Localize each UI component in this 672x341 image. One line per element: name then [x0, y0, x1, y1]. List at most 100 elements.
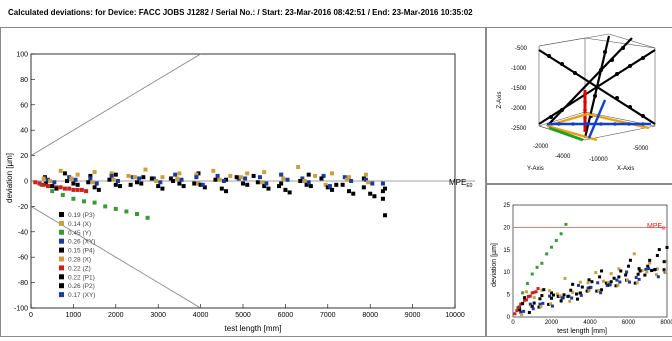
- data-point: [107, 177, 112, 182]
- summary-data-point: [571, 282, 575, 286]
- data-point: [75, 187, 80, 192]
- data-point: [48, 179, 53, 183]
- data-point: [137, 176, 142, 181]
- data-point: [141, 175, 146, 180]
- data-point: [234, 175, 239, 180]
- summary-data-point: [517, 305, 521, 309]
- data-point: [351, 191, 356, 196]
- data-point: [264, 181, 269, 186]
- 3d-x-axis-label: X-Axis: [617, 166, 634, 172]
- summary-data-point: [550, 304, 554, 308]
- summary-data-point: [637, 277, 641, 281]
- 3d-y-ticks: -2000 -4000: [533, 144, 571, 160]
- summary-data-point: [600, 269, 604, 273]
- data-point: [52, 180, 57, 185]
- legend-entry: 0.19 (P3): [68, 212, 95, 219]
- data-point: [132, 175, 137, 180]
- data-point: [213, 177, 218, 182]
- data-point: [383, 213, 388, 218]
- summary-data-point: [520, 313, 524, 317]
- data-point: [217, 177, 222, 182]
- 3d-blue-lines: [547, 99, 651, 139]
- summary-data-point: [635, 281, 639, 285]
- summary-data-point: [662, 260, 666, 264]
- data-point: [228, 173, 233, 178]
- data-point: [71, 196, 76, 201]
- data-point: [319, 176, 324, 181]
- data-point: [304, 182, 309, 187]
- summary-data-point: [522, 309, 526, 313]
- svg-text:-2000: -2000: [533, 144, 549, 150]
- data-point: [82, 199, 86, 204]
- data-point: [130, 175, 135, 180]
- summary-data-point: [548, 294, 552, 298]
- summary-y-tick-label: 15: [503, 248, 510, 254]
- summary-data-point: [645, 270, 649, 274]
- summary-data-point: [604, 281, 608, 285]
- data-point: [96, 187, 101, 192]
- summary-data-point: [605, 283, 609, 287]
- summary-data-point: [528, 294, 532, 298]
- legend-swatch: [59, 247, 64, 253]
- summary-data-point: [652, 268, 656, 272]
- data-point: [344, 177, 349, 182]
- data-point: [37, 181, 42, 186]
- main-x-tick-label: 4000: [193, 312, 209, 319]
- report-header: Calculated deviations: for Device: FACC …: [8, 8, 473, 17]
- summary-data-point: [619, 269, 623, 273]
- data-point: [41, 182, 46, 187]
- summary-data-point: [601, 279, 605, 283]
- data-point: [281, 176, 286, 181]
- 3d-axes-view: -500 -1000 -1500 -2000 -2500 Z-Axis -200…: [497, 33, 656, 172]
- summary-x-tick-label: 2000: [545, 320, 559, 326]
- summary-data-point: [632, 252, 636, 256]
- summary-data-point: [627, 264, 630, 268]
- summary-data-point: [647, 267, 651, 271]
- data-point: [69, 176, 74, 181]
- data-point: [145, 215, 150, 220]
- data-point: [202, 185, 207, 190]
- svg-text:-5000: -5000: [633, 146, 649, 152]
- summary-data-point: [536, 287, 540, 291]
- summary-data-point: [576, 283, 580, 287]
- summary-data-point: [560, 296, 564, 300]
- data-point: [192, 181, 197, 186]
- summary-data-point: [615, 278, 619, 282]
- data-point: [349, 179, 354, 183]
- data-point: [313, 173, 318, 178]
- summary-y-tick-label: 5: [507, 293, 511, 299]
- 3d-z-ticks: -500 -1000 -1500 -2000 -2500: [511, 46, 528, 132]
- data-point: [60, 192, 65, 197]
- 3d-green-line: [548, 126, 584, 142]
- data-point: [58, 185, 63, 190]
- data-point: [221, 179, 226, 183]
- summary-x-tick-label: 8000: [660, 320, 672, 326]
- legend-entry: 0.17 (XY): [68, 292, 95, 299]
- summary-data-point: [551, 293, 555, 297]
- data-point: [113, 206, 118, 211]
- data-point: [224, 177, 229, 182]
- summary-data-point: [556, 294, 560, 298]
- main-x-tick-label: 10000: [445, 312, 465, 319]
- 3d-black-markers: [547, 46, 645, 119]
- summary-data-point: [578, 291, 582, 295]
- summary-data-point: [525, 281, 529, 285]
- 3d-red-markers: [583, 92, 587, 120]
- svg-text:-1000: -1000: [511, 66, 527, 72]
- data-point: [126, 173, 131, 178]
- data-point: [243, 176, 248, 181]
- summary-data-point: [528, 302, 532, 306]
- summary-data-point: [562, 293, 566, 297]
- data-point: [39, 182, 44, 187]
- summary-data-point: [655, 253, 659, 257]
- legend-swatch: [59, 256, 64, 262]
- summary-data-point: [524, 298, 528, 302]
- 3d-x-ticks: -5000 -10000: [589, 146, 649, 163]
- data-point: [361, 185, 366, 190]
- summary-y-tick-label: 25: [503, 203, 510, 209]
- summary-data-point: [599, 291, 603, 295]
- summary-data-point: [587, 278, 591, 282]
- summary-data-point: [586, 281, 590, 285]
- summary-data-point: [530, 272, 534, 276]
- data-point: [86, 180, 91, 185]
